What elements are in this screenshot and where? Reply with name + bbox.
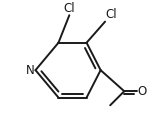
Text: Cl: Cl [64,2,75,15]
Text: Cl: Cl [106,8,117,21]
Text: N: N [25,64,34,77]
Text: O: O [138,85,147,98]
